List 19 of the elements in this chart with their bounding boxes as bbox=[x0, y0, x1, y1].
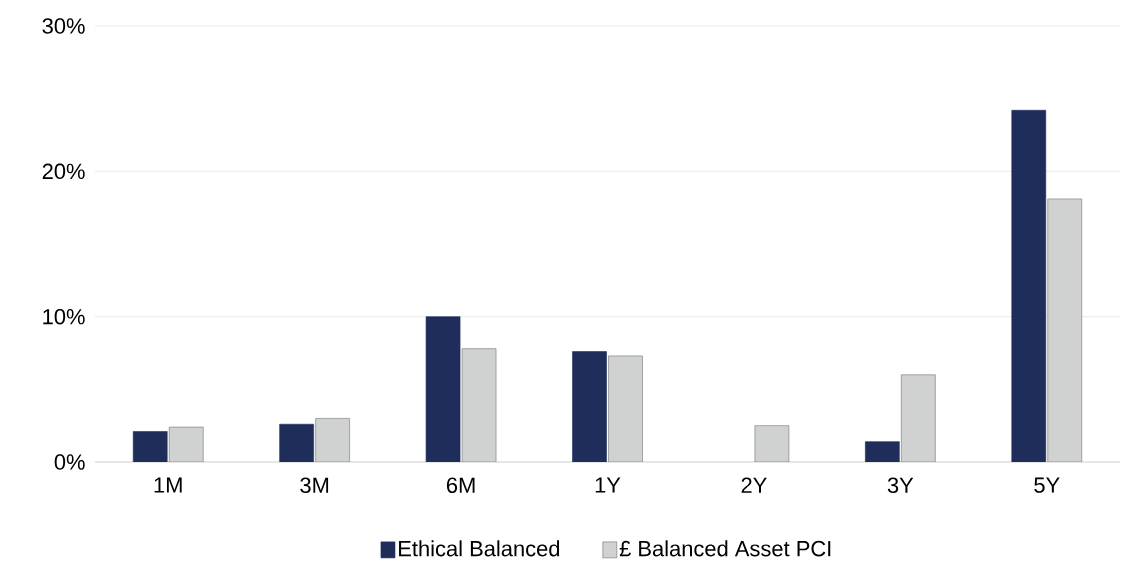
y-tick-label: 30% bbox=[42, 18, 85, 34]
x-tick-label: 6M bbox=[446, 477, 475, 494]
x-tick-label: 1M bbox=[154, 477, 182, 493]
y-tick-label: 20% bbox=[42, 163, 85, 180]
x-tick-label: 3Y bbox=[887, 477, 914, 494]
x-tick-label: 3M bbox=[300, 477, 329, 494]
y-tick-label: 10% bbox=[43, 308, 85, 325]
x-tick-label: 1Y bbox=[595, 477, 621, 493]
bar bbox=[315, 418, 350, 462]
legend-label: £ Balanced Asset PCI bbox=[619, 540, 831, 557]
bar bbox=[901, 374, 936, 462]
bar bbox=[754, 425, 790, 462]
bar bbox=[461, 348, 497, 462]
bar bbox=[168, 426, 204, 462]
legend-label: Ethical Balanced bbox=[399, 540, 560, 557]
x-tick-label: 2Y bbox=[741, 477, 767, 493]
y-tick-label: 0% bbox=[54, 454, 85, 470]
x-tick-label: 5Y bbox=[1034, 477, 1060, 493]
bar bbox=[608, 355, 643, 462]
